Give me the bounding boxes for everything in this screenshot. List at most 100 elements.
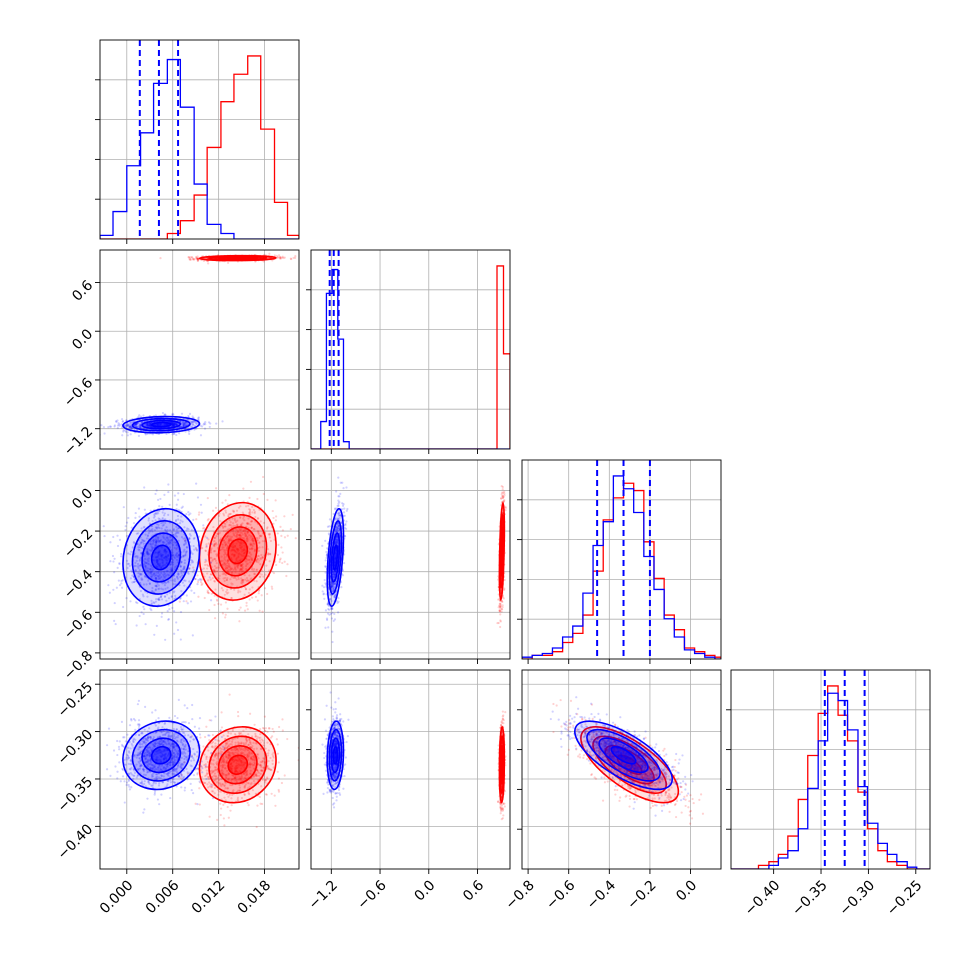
scatter-point	[138, 414, 140, 416]
scatter-point	[177, 492, 179, 494]
scatter-point	[117, 545, 119, 547]
scatter-point	[250, 481, 252, 483]
scatter-point	[190, 259, 192, 261]
scatter-point	[263, 493, 265, 495]
scatter-point	[192, 519, 194, 521]
scatter-point	[183, 600, 185, 602]
panel-content	[321, 477, 507, 644]
scatter-point	[167, 483, 169, 485]
scatter-point	[214, 617, 216, 619]
scatter-point	[256, 498, 258, 500]
scatter-point	[282, 529, 284, 531]
scatter-point	[198, 511, 200, 513]
scatter-point	[334, 618, 336, 620]
histogram-blue	[100, 60, 299, 239]
scatter-point	[215, 422, 217, 424]
scatter-point	[143, 608, 145, 610]
scatter-point	[123, 506, 125, 508]
scatter-point	[189, 512, 191, 514]
scatter-point	[168, 618, 170, 620]
scatter-point	[197, 496, 199, 498]
panel-p3-p1: −0.8−0.6−0.4−0.20.0	[61, 460, 308, 683]
scatter-point	[502, 486, 504, 488]
scatter-point	[103, 426, 105, 428]
scatter-point	[284, 536, 286, 538]
scatter-point	[220, 603, 222, 605]
scatter-point	[116, 535, 118, 537]
scatter-point	[189, 413, 191, 415]
scatter-point	[285, 575, 287, 577]
scatter-point	[328, 525, 330, 527]
scatter-point	[126, 535, 128, 537]
scatter-point	[168, 608, 170, 610]
scatter-point	[192, 415, 194, 417]
scatter-point	[283, 515, 285, 517]
scatter-point	[211, 593, 213, 595]
scatter-point	[216, 599, 218, 601]
scatter-point	[185, 513, 187, 515]
contour-line	[501, 539, 503, 563]
scatter-point	[498, 605, 500, 607]
scatter-point	[503, 494, 505, 496]
scatter-point	[190, 590, 192, 592]
scatter-point	[500, 620, 502, 622]
scatter-point	[156, 625, 158, 627]
scatter-point	[176, 504, 178, 506]
scatter-point	[196, 583, 198, 585]
scatter-point	[135, 512, 137, 514]
scatter-point	[504, 579, 506, 581]
scatter-point	[164, 413, 166, 415]
scatter-point	[201, 584, 203, 586]
scatter-point	[221, 502, 223, 504]
scatter-point	[121, 418, 123, 420]
scatter-point	[179, 601, 181, 603]
scatter-point	[122, 579, 124, 581]
scatter-point	[238, 620, 240, 622]
scatter-point	[337, 477, 339, 479]
scatter-point	[290, 258, 292, 260]
scatter-point	[271, 588, 273, 590]
scatter-point	[144, 509, 146, 511]
scatter-point	[281, 562, 283, 564]
scatter-point	[130, 433, 132, 435]
scatter-point	[280, 535, 282, 537]
scatter-point	[136, 602, 138, 604]
scatter-point	[163, 494, 165, 496]
scatter-point	[240, 607, 242, 609]
scatter-point	[325, 609, 327, 611]
scatter-point	[326, 617, 328, 619]
scatter-point	[261, 610, 263, 612]
scatter-point	[331, 617, 333, 619]
scatter-point	[248, 497, 250, 499]
scatter-point	[157, 499, 159, 501]
scatter-point	[96, 589, 98, 591]
scatter-point	[124, 529, 126, 531]
scatter-point	[221, 420, 223, 422]
scatter-point	[156, 489, 158, 491]
scatter-point	[276, 255, 278, 257]
scatter-point	[107, 584, 109, 586]
scatter-point	[277, 532, 279, 534]
scatter-point	[178, 432, 180, 434]
scatter-point	[109, 425, 111, 427]
scatter-point	[275, 499, 277, 501]
scatter-point	[109, 592, 111, 594]
scatter-point	[204, 597, 206, 599]
scatter-point	[324, 579, 326, 581]
scatter-point	[127, 434, 129, 436]
scatter-point	[244, 610, 246, 612]
contour-line	[228, 257, 247, 258]
scatter-point	[180, 611, 182, 613]
scatter-point	[175, 621, 177, 623]
scatter-point	[100, 424, 102, 426]
scatter-point	[208, 609, 210, 611]
scatter-point	[113, 571, 115, 573]
scatter-point	[113, 620, 115, 622]
scatter-point	[343, 508, 345, 510]
panel-frame	[100, 40, 299, 239]
scatter-point	[275, 515, 277, 517]
scatter-point	[198, 514, 200, 516]
scatter-point	[139, 615, 141, 617]
